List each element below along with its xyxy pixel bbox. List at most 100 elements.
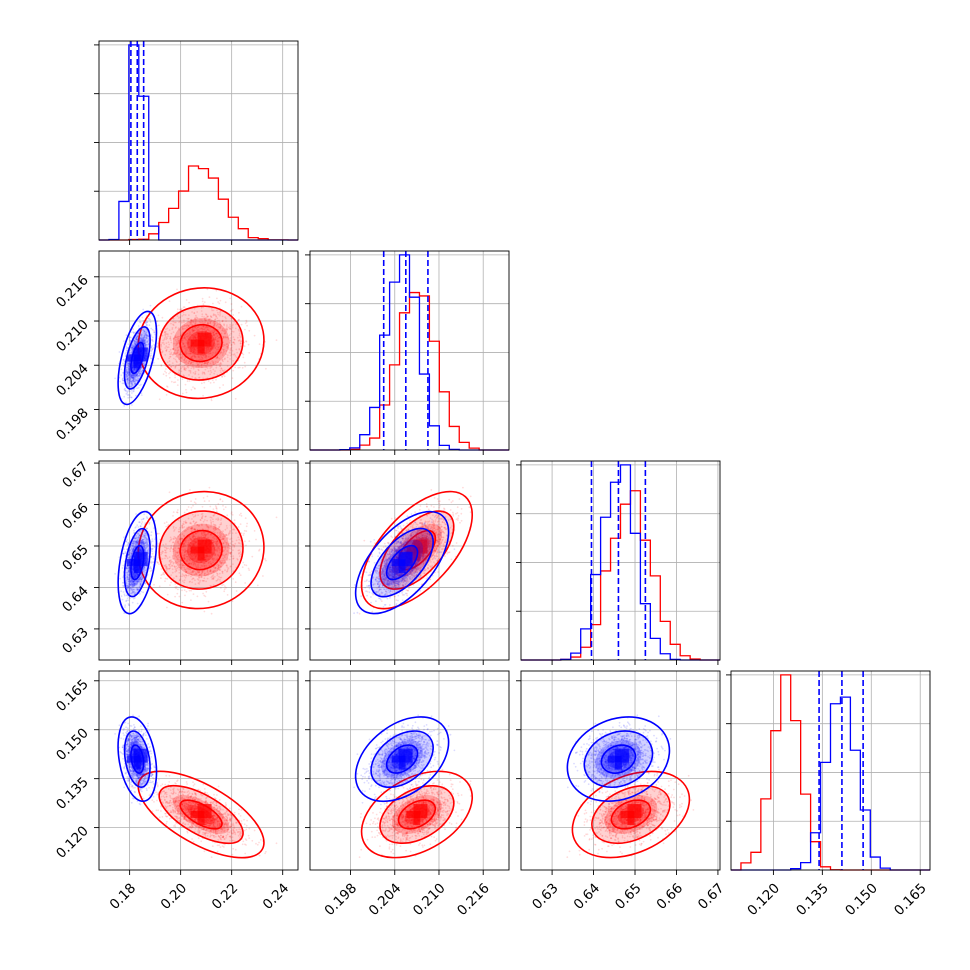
panel-2-0-series-1-point (200, 573, 203, 576)
panel-2-0-series-1-point (214, 567, 217, 570)
panel-2-0-series-1-point (183, 557, 185, 560)
panel-1-0-series-0-point (132, 377, 135, 379)
panel-1-0-series-1-point (203, 364, 206, 367)
panel-1-0-series-1-point (174, 365, 177, 368)
panel-1-0-series-1-point (238, 332, 241, 335)
panel-1-0-series-0-point (131, 376, 134, 379)
panel-2-0-series-1-point (169, 565, 171, 568)
panel-1-0-series-1-point (221, 329, 224, 331)
panel-2-0-series-1-point (226, 546, 229, 549)
panel-1-0-series-0-point (128, 372, 130, 375)
panel-2-0-series-1-point (218, 569, 221, 571)
panel-2-0-series-1-point (216, 549, 219, 551)
panel-2-0-series-1-point (188, 563, 190, 565)
panel-2-0-series-1-point (231, 528, 234, 531)
panel-1-0-series-1-point (241, 366, 244, 369)
panel-1-0-series-1-point (223, 332, 226, 335)
panel-1-0-series-0-point (132, 366, 135, 369)
panel-1-0-series-0-point (143, 339, 146, 342)
panel-2-0-series-1-point (215, 571, 217, 573)
panel-1-0-series-0-point (135, 373, 138, 376)
panel-2-0-series-1-point (203, 562, 206, 565)
panel-1-0-series-0-point (149, 354, 151, 357)
panel-2-0-series-1-point (203, 531, 206, 534)
panel-1-0-series-1-point (213, 320, 216, 323)
panel-1-0-series-1-point (226, 343, 229, 345)
panel-1-0-series-1-point (238, 366, 241, 369)
panel-1-0-series-1-point (221, 315, 224, 318)
panel-1-0-series-1-point (219, 365, 221, 367)
panel-1-0-series-1-point (212, 344, 214, 346)
panel-1-0-series-1-point (206, 322, 209, 324)
panel-1-0-series-1-point (183, 335, 186, 338)
panel-2-0-series-1-point (220, 517, 223, 520)
panel-1-0-series-0-point (130, 346, 133, 349)
panel-2-0-series-1-point (185, 529, 187, 532)
panel-1-0-series-1-point (191, 329, 194, 332)
panel-1-0-series-1-point (164, 354, 167, 356)
panel-2-0-series-1-point (239, 574, 242, 577)
panel-1-0-series-0-point (146, 341, 149, 344)
panel-2-0-series-1-point (214, 576, 216, 578)
panel-1-0-series-1-point (181, 378, 184, 381)
panel-1-0-series-1-point (206, 346, 209, 349)
panel-1-0-series-1-point (240, 340, 243, 342)
panel-1-0-series-0-point (131, 362, 134, 364)
panel-1-0-series-0-point (135, 338, 138, 341)
panel-2-0-series-1-point (238, 542, 241, 545)
panel-1-0-series-0-point (127, 367, 130, 370)
panel-2-0-series-1-point (212, 541, 215, 544)
panel-2-0-series-1-point (242, 561, 245, 564)
panel-1-0-series-1-point (184, 349, 187, 351)
panel-2-0-series-1-point (185, 550, 187, 552)
panel-1-0-series-1-point (191, 311, 194, 313)
panel-1-0-series-1-point (179, 320, 182, 323)
panel-2-0-series-1-point (182, 523, 185, 526)
panel-2-0-series-1-point (220, 534, 222, 537)
panel-1-0-series-1-point (189, 321, 191, 324)
panel-1-0-series-0-point (127, 365, 130, 367)
panel-1-0-series-1-point (212, 332, 215, 334)
panel-1-0-series-1-point (209, 318, 211, 320)
panel-2-0-series-1-point (172, 541, 175, 544)
panel-1-0-series-0-point (114, 377, 116, 380)
panel-1-0-series-1-point (190, 350, 193, 353)
panel-2-0-series-1-point (169, 550, 172, 552)
panel-2-0-series-1-point (189, 522, 192, 525)
panel-1-0-series-0-point (126, 375, 129, 377)
panel-1-0-series-0-point (134, 340, 137, 343)
panel-2-0-series-1-point (176, 551, 179, 554)
panel-1-0-series-1-point (197, 356, 200, 358)
panel-2-0-series-1-point (182, 546, 185, 548)
panel-1-0-series-1-point (205, 330, 208, 333)
panel-1-0-series-0-point (123, 388, 126, 391)
panel-1-0-series-1-point (183, 364, 186, 367)
panel-1-0-series-0-point (140, 338, 143, 341)
panel-2-0-series-1-point (189, 553, 192, 556)
panel-2-0-series-1-point (219, 523, 222, 526)
panel-1-0-series-0-point (126, 372, 129, 375)
panel-1-0-series-0-point (132, 379, 135, 382)
panel-1-0-series-1-point (218, 357, 221, 360)
panel-1-0-series-0-point (125, 401, 127, 404)
panel-1-0-series-1-point (190, 356, 193, 359)
panel-2-0-series-1-point (213, 537, 216, 540)
panel-1-0-series-1-point (194, 336, 197, 339)
panel-2-0-series-1-point (203, 534, 206, 536)
panel-1-0-series-0-core-cell (133, 354, 141, 362)
panel-1-0-series-1-point (221, 320, 224, 323)
panel-1-0-series-0-point (136, 379, 139, 382)
panel-2-0-series-1-point (162, 571, 165, 574)
panel-1-0-series-0-point (125, 370, 128, 372)
panel-1-0-series-0-point (126, 380, 129, 382)
panel-2-0-series-1-point (190, 571, 193, 574)
panel-2-0-series-1-point (160, 568, 163, 570)
panel-1-0-series-0-point (151, 336, 154, 339)
panel-1-0-series-0-point (139, 340, 142, 342)
panel-1-0-series-1-point (191, 328, 194, 331)
panel-2-0-series-1-point (191, 558, 194, 561)
panel-2-0-series-1-point (196, 524, 199, 526)
panel-2-0-series-1-point (232, 557, 235, 560)
panel-1-0-series-1-point (202, 354, 205, 357)
panel-2-0-series-1-point (183, 581, 186, 584)
